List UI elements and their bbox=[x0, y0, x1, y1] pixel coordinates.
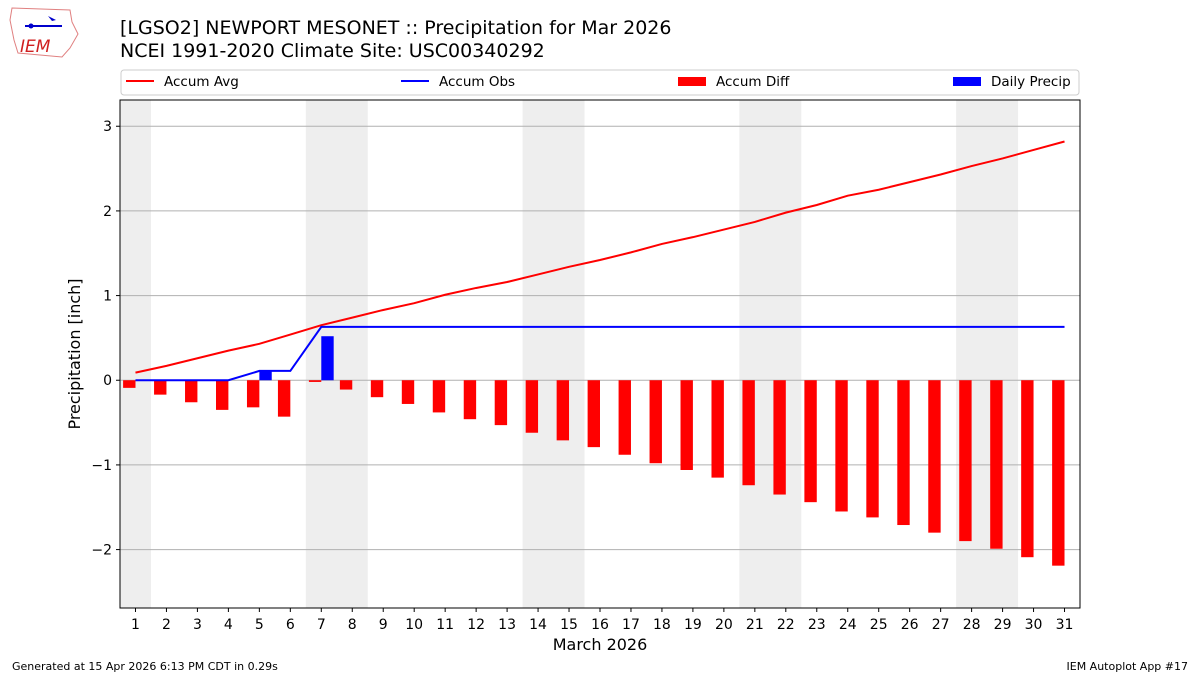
legend-box bbox=[120, 69, 1080, 96]
bar-accum-diff bbox=[339, 380, 353, 390]
x-tick-label: 14 bbox=[529, 617, 547, 633]
plot-frame bbox=[119, 99, 1081, 609]
logo-flag bbox=[48, 16, 56, 21]
bar-accum-diff bbox=[494, 380, 508, 426]
x-tick-label: 22 bbox=[777, 617, 795, 633]
bar-accum-diff bbox=[587, 380, 600, 448]
bar-accum-diff bbox=[246, 380, 260, 408]
bar-daily-precip bbox=[259, 370, 272, 381]
chart-title: [LGSO2] NEWPORT MESONET :: Precipitation… bbox=[120, 17, 672, 39]
x-tick-label: 13 bbox=[498, 617, 516, 633]
y-tick-label: 1 bbox=[103, 289, 112, 305]
x-tick-label: 1 bbox=[131, 617, 140, 633]
bar-accum-diff bbox=[804, 380, 817, 503]
x-tick-label: 26 bbox=[901, 617, 919, 633]
bar-accum-diff bbox=[990, 380, 1003, 549]
footer-app: IEM Autoplot App #17 bbox=[1066, 660, 1189, 673]
logo-station-dot bbox=[28, 23, 34, 29]
logo-outline bbox=[9, 7, 79, 58]
legend-swatch bbox=[953, 77, 981, 86]
bar-accum-diff bbox=[277, 380, 291, 417]
bar-accum-diff bbox=[123, 380, 136, 388]
bar-accum-diff bbox=[618, 380, 631, 455]
bar-accum-diff bbox=[401, 380, 415, 404]
legend-label: Daily Precip bbox=[991, 74, 1071, 90]
x-tick-label: 28 bbox=[963, 617, 981, 633]
x-tick-label: 7 bbox=[317, 617, 326, 633]
x-tick-label: 20 bbox=[715, 617, 733, 633]
x-tick-label: 2 bbox=[162, 617, 171, 633]
x-axis-label: March 2026 bbox=[553, 635, 648, 654]
y-tick-label: −2 bbox=[91, 543, 112, 559]
footer-generated: Generated at 15 Apr 2026 6:13 PM CDT in … bbox=[12, 660, 278, 673]
bar-accum-diff bbox=[432, 380, 446, 413]
x-tick-label: 31 bbox=[1056, 617, 1074, 633]
x-tick-label: 3 bbox=[193, 617, 202, 633]
y-tick-label: −1 bbox=[91, 458, 112, 474]
chart-subtitle: NCEI 1991-2020 Climate Site: USC00340292 bbox=[120, 40, 545, 62]
logo-text: IEM bbox=[20, 37, 51, 57]
weekend-shade bbox=[739, 100, 802, 608]
line-accum-avg bbox=[135, 140, 1065, 374]
bar-accum-diff bbox=[154, 380, 167, 395]
bar-accum-diff bbox=[463, 380, 477, 420]
bar-accum-diff bbox=[680, 380, 693, 470]
y-tick-label: 2 bbox=[103, 204, 112, 220]
weekend-shade bbox=[522, 100, 585, 608]
legend-swatch bbox=[678, 77, 706, 86]
x-tick-label: 12 bbox=[467, 617, 485, 633]
x-tick-label: 25 bbox=[870, 617, 888, 633]
x-tick-label: 4 bbox=[224, 617, 233, 633]
bar-accum-diff bbox=[928, 380, 941, 533]
bar-accum-diff bbox=[370, 380, 384, 398]
weekend-shade bbox=[120, 100, 151, 608]
bar-accum-diff bbox=[185, 380, 198, 403]
bar-accum-diff bbox=[556, 380, 570, 441]
x-tick-label: 21 bbox=[746, 617, 764, 633]
x-tick-label: 8 bbox=[348, 617, 357, 633]
bar-accum-diff bbox=[773, 380, 786, 495]
bar-accum-diff bbox=[525, 380, 539, 433]
legend-label: Accum Obs bbox=[439, 74, 515, 90]
x-tick-label: 16 bbox=[591, 617, 609, 633]
weekend-shade bbox=[305, 100, 368, 608]
x-tick-label: 19 bbox=[684, 617, 702, 633]
x-tick-label: 24 bbox=[839, 617, 857, 633]
bar-accum-diff bbox=[959, 380, 972, 542]
x-tick-label: 11 bbox=[436, 617, 454, 633]
x-tick-label: 5 bbox=[255, 617, 264, 633]
x-tick-label: 15 bbox=[560, 617, 578, 633]
x-tick-label: 30 bbox=[1025, 617, 1043, 633]
bar-daily-precip bbox=[321, 336, 334, 381]
bar-accum-diff bbox=[711, 380, 724, 478]
bar-accum-diff bbox=[308, 380, 322, 382]
x-tick-label: 10 bbox=[405, 617, 423, 633]
bar-accum-diff bbox=[649, 380, 662, 464]
legend-label: Accum Avg bbox=[164, 74, 239, 90]
x-tick-label: 9 bbox=[379, 617, 388, 633]
bar-accum-diff bbox=[216, 380, 229, 410]
bar-accum-diff bbox=[897, 380, 910, 526]
x-tick-label: 18 bbox=[653, 617, 671, 633]
y-tick-label: 0 bbox=[103, 373, 112, 389]
bar-accum-diff bbox=[835, 380, 848, 512]
legend-label: Accum Diff bbox=[716, 74, 790, 90]
bar-accum-diff bbox=[1021, 380, 1034, 558]
x-tick-label: 27 bbox=[932, 617, 950, 633]
x-tick-label: 6 bbox=[286, 617, 295, 633]
bar-accum-diff bbox=[1052, 380, 1065, 566]
y-axis-label: Precipitation [inch] bbox=[65, 278, 84, 429]
x-tick-label: 29 bbox=[994, 617, 1012, 633]
x-tick-label: 23 bbox=[808, 617, 826, 633]
x-tick-label: 17 bbox=[622, 617, 640, 633]
line-accum-obs bbox=[135, 325, 1065, 382]
bar-accum-diff bbox=[866, 380, 879, 518]
y-tick-label: 3 bbox=[103, 119, 112, 135]
bar-accum-diff bbox=[742, 380, 755, 486]
